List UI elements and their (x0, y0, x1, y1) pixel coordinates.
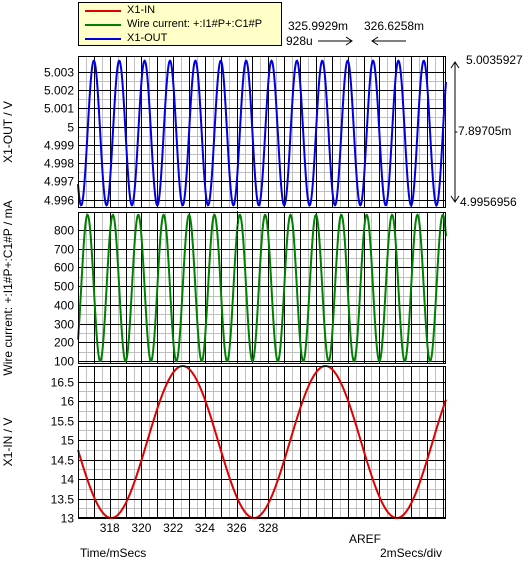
x-tick-label: 328 (258, 521, 278, 535)
y-tick-label: 4.996 (44, 194, 74, 208)
out-max-readout: 5.0035927 (466, 53, 523, 67)
y-tick-label: 15.5 (51, 415, 75, 429)
cursor-right-time: 326.6258m (364, 19, 424, 33)
amplitude-arrow-icon (450, 61, 460, 203)
y-tick-label: 5.002 (44, 84, 74, 98)
x-tick-label: 326 (227, 521, 247, 535)
panel-border (78, 366, 446, 518)
x-tick-label: 324 (195, 521, 215, 535)
y-tick-label: 5.003 (44, 66, 74, 80)
legend-label: X1-IN (127, 4, 156, 16)
y-tick-label: 500 (54, 280, 74, 294)
y-axis-label: X1-IN / V (1, 418, 15, 467)
y-tick-label: 4.999 (44, 139, 74, 153)
time-axis-label: Time/mSecs (80, 546, 146, 560)
y-tick-label: 5 (67, 121, 74, 135)
timebase-label: 2mSecs/div (380, 546, 442, 560)
legend-entry-x1-in[interactable]: X1-IN (79, 4, 283, 17)
y-axis-label: X1-OUT / V (1, 101, 15, 163)
legend-swatch (85, 38, 121, 40)
y-tick-label: 600 (54, 261, 74, 275)
y-tick-label: 400 (54, 299, 74, 313)
series-line-wire-current-i1-p-c1-p (77, 213, 447, 363)
panel-border (78, 212, 446, 364)
y-tick-label: 5.001 (44, 102, 74, 116)
y-tick-label: 13.5 (51, 493, 75, 507)
y-tick-label: 100 (54, 355, 74, 369)
y-tick-label: 14.5 (51, 454, 75, 468)
arrow-left-icon (371, 36, 406, 46)
panel-2[interactable]: 100 200 300 400 500 600 700 800 Wire current: +:… (1, 200, 447, 376)
legend-label: Wire current: +:I1#P+:C1#P (127, 18, 263, 30)
legend-swatch (85, 10, 121, 12)
out-mid-readout: -7.89705m (454, 124, 511, 138)
legend-label: X1-OUT (127, 32, 168, 44)
legend-entry-wire-current[interactable]: Wire current: +:I1#P+:C1#P (79, 18, 283, 31)
series-line-x1-out (77, 59, 447, 207)
y-tick-label: 4.997 (44, 175, 74, 189)
y-tick-label: 16.5 (51, 376, 75, 390)
y-tick-label: 13 (61, 512, 75, 526)
x-tick-label: 318 (100, 521, 120, 535)
legend-entry-x1-out[interactable]: X1-OUT (79, 32, 283, 45)
x-tick-label: 320 (131, 521, 151, 535)
y-tick-label: 300 (54, 318, 74, 332)
x-tick-label: 322 (163, 521, 183, 535)
panel-1[interactable]: 4.996 4.997 4.998 4.999 5 5.001 5.002 5.003 X1-O… (1, 56, 447, 208)
cursor-left-time: 325.9929m (288, 19, 348, 33)
y-tick-label: 16 (61, 395, 75, 409)
panel-3[interactable]: 13 13.5 14 14.5 15 15.5 16 16.5 318 320 322 324 326 3… (1, 364, 447, 535)
y-axis-label: Wire current: +:I1#P+:C1#P / mA (1, 200, 15, 375)
aref-label: AREF (349, 532, 381, 546)
legend-swatch (85, 24, 121, 26)
series-line-x1-in (77, 364, 447, 520)
y-tick-label: 700 (54, 243, 74, 257)
y-tick-label: 800 (54, 224, 74, 238)
y-tick-label: 14 (61, 473, 75, 487)
arrow-right-icon (318, 36, 353, 46)
panel-border (78, 56, 446, 208)
y-tick-label: 15 (61, 434, 75, 448)
y-tick-label: 200 (54, 336, 74, 350)
out-min-readout: 4.9956956 (460, 195, 517, 209)
cursor-delta: 928u (286, 34, 313, 48)
y-tick-label: 4.998 (44, 157, 74, 171)
legend: X1-IN Wire current: +:I1#P+:C1#P X1-OUT (78, 2, 282, 46)
